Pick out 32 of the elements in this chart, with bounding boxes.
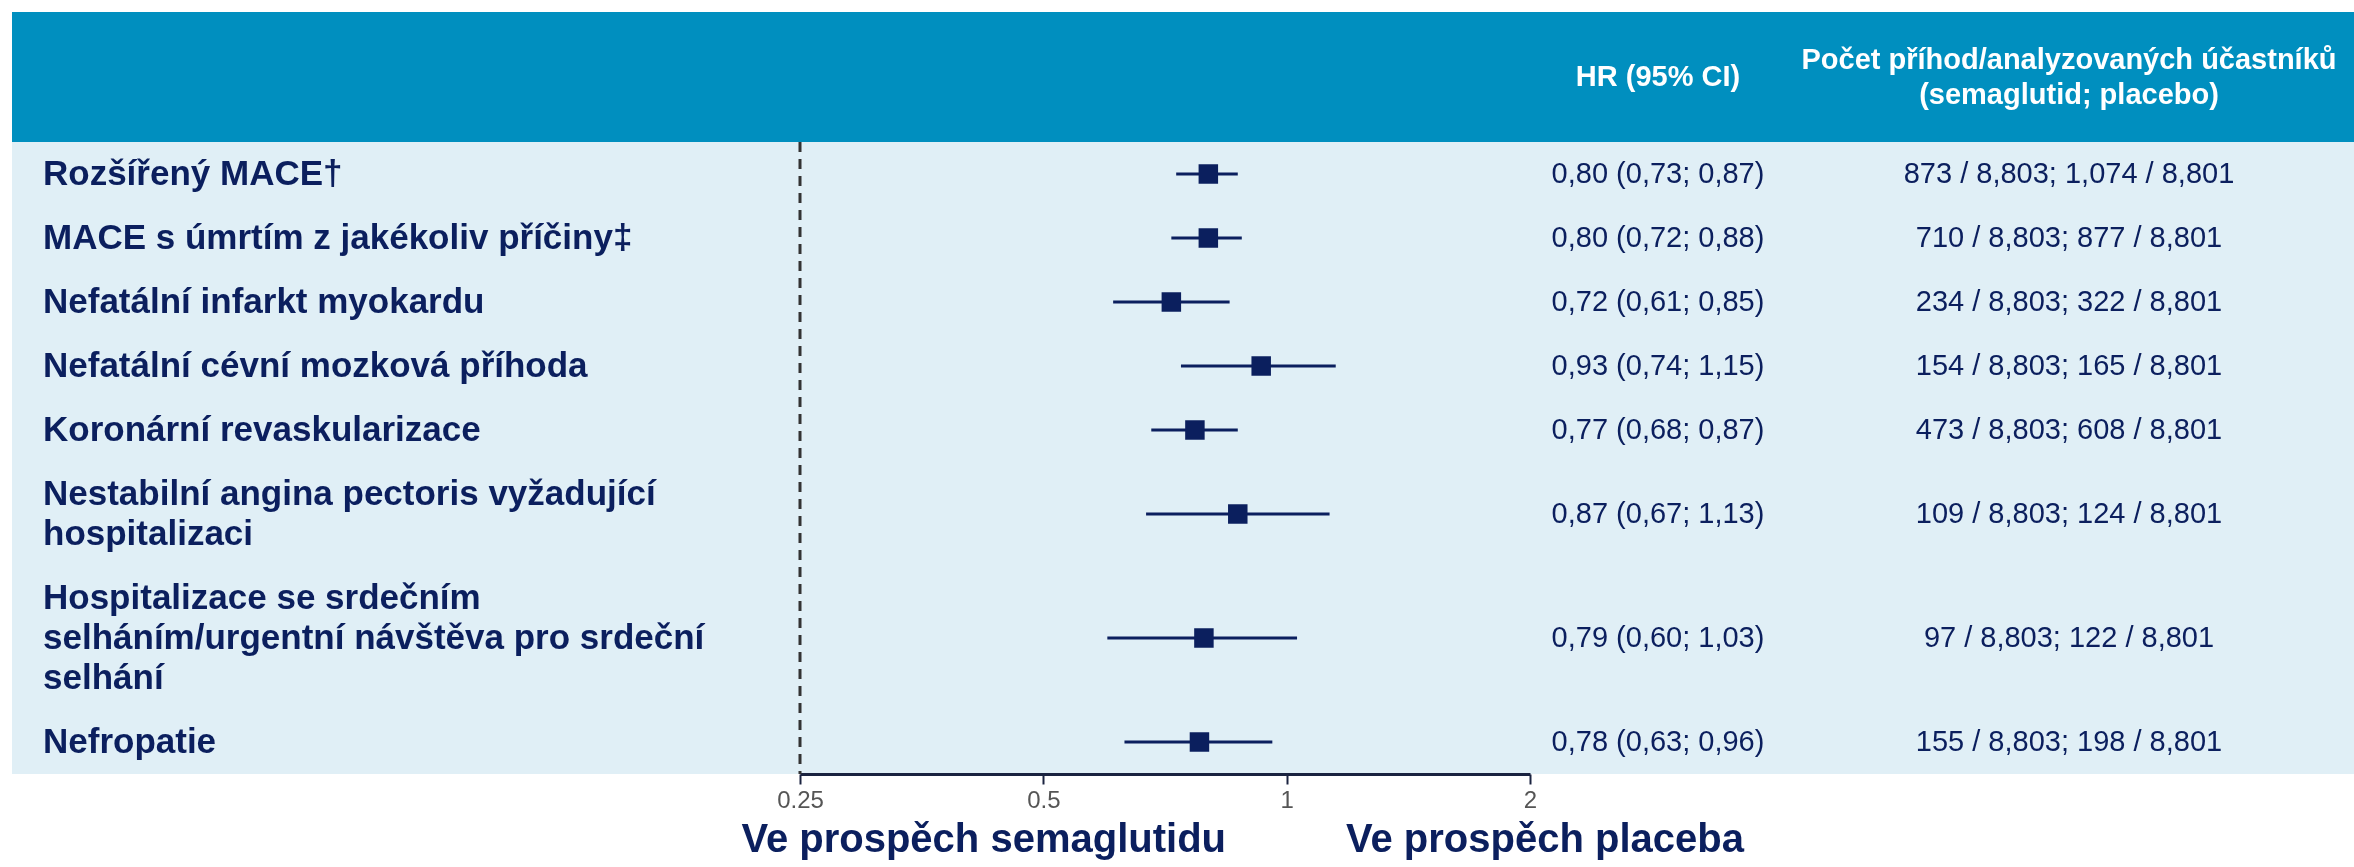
text: 154 / 8,803; 165 / 8,801	[1915, 349, 2223, 381]
y-tick-label: Hospitalizace se srdečním selháním/urgentní návštěva pro srdeční selhání	[43, 577, 706, 696]
y-tick-label: MACE s úmrtím z jakékoliv příčiny‡	[43, 217, 633, 256]
y-tick-label: Koronární revaskularizace	[43, 409, 481, 448]
y-tick-label: Nefatální cévní mozková příhoda	[43, 345, 589, 384]
x-tick-label: 1	[1280, 785, 1294, 813]
data-label: 0,80 (0,72; 0,88)	[1551, 221, 1765, 253]
data-label: 0,72 (0,61; 0,85)	[1551, 285, 1765, 317]
text: 97 / 8,803; 122 / 8,801	[1923, 621, 2215, 653]
text: 234 / 8,803; 322 / 8,801	[1915, 285, 2223, 317]
text: 109 / 8,803; 124 / 8,801	[1915, 497, 2223, 529]
text: 155 / 8,803; 198 / 8,801	[1915, 725, 2223, 757]
data-label: 0,80 (0,73; 0,87)	[1551, 157, 1765, 189]
text: 473 / 8,803; 608 / 8,801	[1915, 413, 2223, 445]
data-label: 0,78 (0,63; 0,96)	[1551, 725, 1765, 757]
y-tick-label: Nefropatie	[43, 721, 217, 760]
x-tick-label: 0.25	[777, 785, 824, 813]
x-tick-label: 2	[1523, 785, 1538, 813]
data-label: 0,77 (0,68; 0,87)	[1551, 413, 1765, 445]
data-label: 0,79 (0,60; 1,03)	[1551, 621, 1765, 653]
text: HR (95% CI)	[1575, 60, 1741, 92]
x-tick-label: 0.5	[1027, 785, 1061, 813]
text: Ve prospěch placeba	[1346, 816, 1745, 860]
text: Ve prospěch semaglutidu	[741, 816, 1226, 860]
data-label: 0,87 (0,67; 1,13)	[1551, 497, 1765, 529]
text: 873 / 8,803; 1,074 / 8,801	[1903, 157, 2235, 189]
text: Počet příhod/analyzovaných účastníků (semaglutid; placebo)	[1801, 42, 2337, 110]
y-tick-label: Nestabilní angina pectoris vyžadující hospitalizaci	[43, 473, 657, 552]
text: 710 / 8,803; 877 / 8,801	[1915, 221, 2223, 253]
data-label: 0,93 (0,74; 1,15)	[1551, 349, 1765, 381]
y-tick-label: Nefatální infarkt myokardu	[43, 281, 485, 320]
y-tick-label: Rozšířený MACE†	[43, 153, 343, 192]
